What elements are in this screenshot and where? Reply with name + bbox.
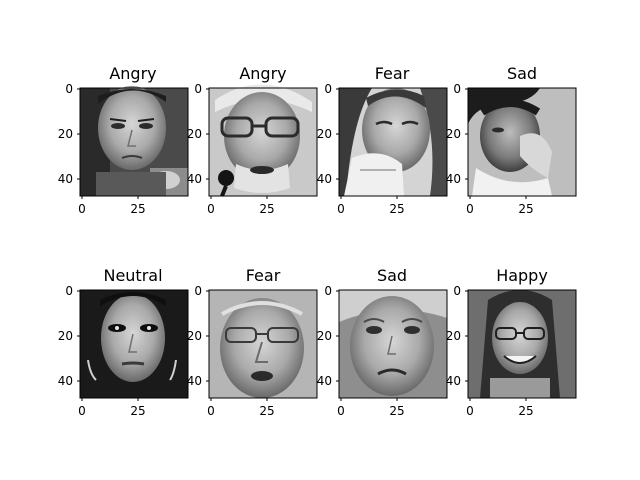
panel: Sad — [339, 266, 447, 398]
panel: Happy — [468, 266, 576, 398]
y-tick-label: 0 — [453, 284, 461, 298]
face-image — [468, 88, 576, 196]
y-tick-label: 40 — [58, 172, 73, 186]
x-tick-label: 25 — [130, 202, 145, 216]
x-tick-label: 25 — [389, 404, 404, 418]
y-tick-label: 0 — [65, 284, 73, 298]
x-tick-label: 25 — [130, 404, 145, 418]
face-image — [80, 290, 188, 398]
panel-title: Sad — [507, 64, 537, 83]
axes-frame — [467, 289, 577, 399]
panel: Angry — [80, 64, 188, 196]
y-tick-label: 20 — [58, 127, 73, 141]
y-tick-label: 20 — [446, 127, 461, 141]
axes-frame — [79, 289, 189, 399]
x-tick-label: 25 — [389, 202, 404, 216]
panel-title: Fear — [246, 266, 281, 285]
y-tick-label: 20 — [317, 329, 332, 343]
face-image — [209, 84, 317, 197]
axes-frame — [338, 87, 448, 197]
x-tick-label: 0 — [78, 202, 86, 216]
y-tick-label: 20 — [446, 329, 461, 343]
face-image — [80, 86, 188, 196]
axes-group: 0 25 0 20 40 0 25 0 20 40 0 25 0 20 40 — [58, 82, 577, 418]
y-tick-label: 0 — [194, 82, 202, 96]
y-tick-label: 0 — [324, 82, 332, 96]
face-image — [339, 290, 447, 398]
axes-frame — [208, 289, 318, 399]
axes-frame — [467, 87, 577, 197]
panel-title: Angry — [239, 64, 286, 83]
y-tick-label: 20 — [187, 127, 202, 141]
face-image — [339, 88, 447, 196]
y-tick-label: 0 — [65, 82, 73, 96]
panel: Fear — [339, 64, 447, 196]
y-tick-label: 40 — [58, 374, 73, 388]
y-tick-label: 0 — [453, 82, 461, 96]
panel: Angry — [209, 64, 317, 197]
y-tick-label: 40 — [446, 374, 461, 388]
panel-title: Sad — [377, 266, 407, 285]
axes-frame — [79, 87, 189, 197]
y-tick-label: 40 — [446, 172, 461, 186]
y-tick-label: 20 — [187, 329, 202, 343]
panel-title: Angry — [109, 64, 156, 83]
axes-frame — [338, 289, 448, 399]
y-tick-label: 40 — [317, 172, 332, 186]
y-tick-label: 0 — [324, 284, 332, 298]
panel: Sad — [468, 64, 576, 196]
x-tick-label: 0 — [207, 202, 215, 216]
x-tick-label: 0 — [337, 202, 345, 216]
panel-title: Fear — [375, 64, 410, 83]
x-tick-label: 0 — [466, 202, 474, 216]
panel: Neutral — [80, 266, 188, 398]
panel-title: Neutral — [103, 266, 162, 285]
x-tick-label: 25 — [518, 404, 533, 418]
panel: Fear — [209, 266, 317, 398]
y-tick-label: 40 — [187, 172, 202, 186]
axes-frame — [208, 87, 318, 197]
x-tick-label: 0 — [78, 404, 86, 418]
face-image — [468, 290, 576, 398]
y-tick-label: 0 — [194, 284, 202, 298]
face-image — [209, 290, 317, 398]
y-tick-label: 20 — [58, 329, 73, 343]
x-tick-label: 25 — [518, 202, 533, 216]
y-tick-label: 40 — [317, 374, 332, 388]
x-tick-label: 0 — [207, 404, 215, 418]
x-tick-label: 0 — [337, 404, 345, 418]
y-tick-label: 20 — [317, 127, 332, 141]
x-tick-label: 0 — [466, 404, 474, 418]
panel-title: Happy — [496, 266, 548, 285]
x-tick-label: 25 — [259, 202, 274, 216]
x-tick-label: 25 — [259, 404, 274, 418]
y-tick-label: 40 — [187, 374, 202, 388]
